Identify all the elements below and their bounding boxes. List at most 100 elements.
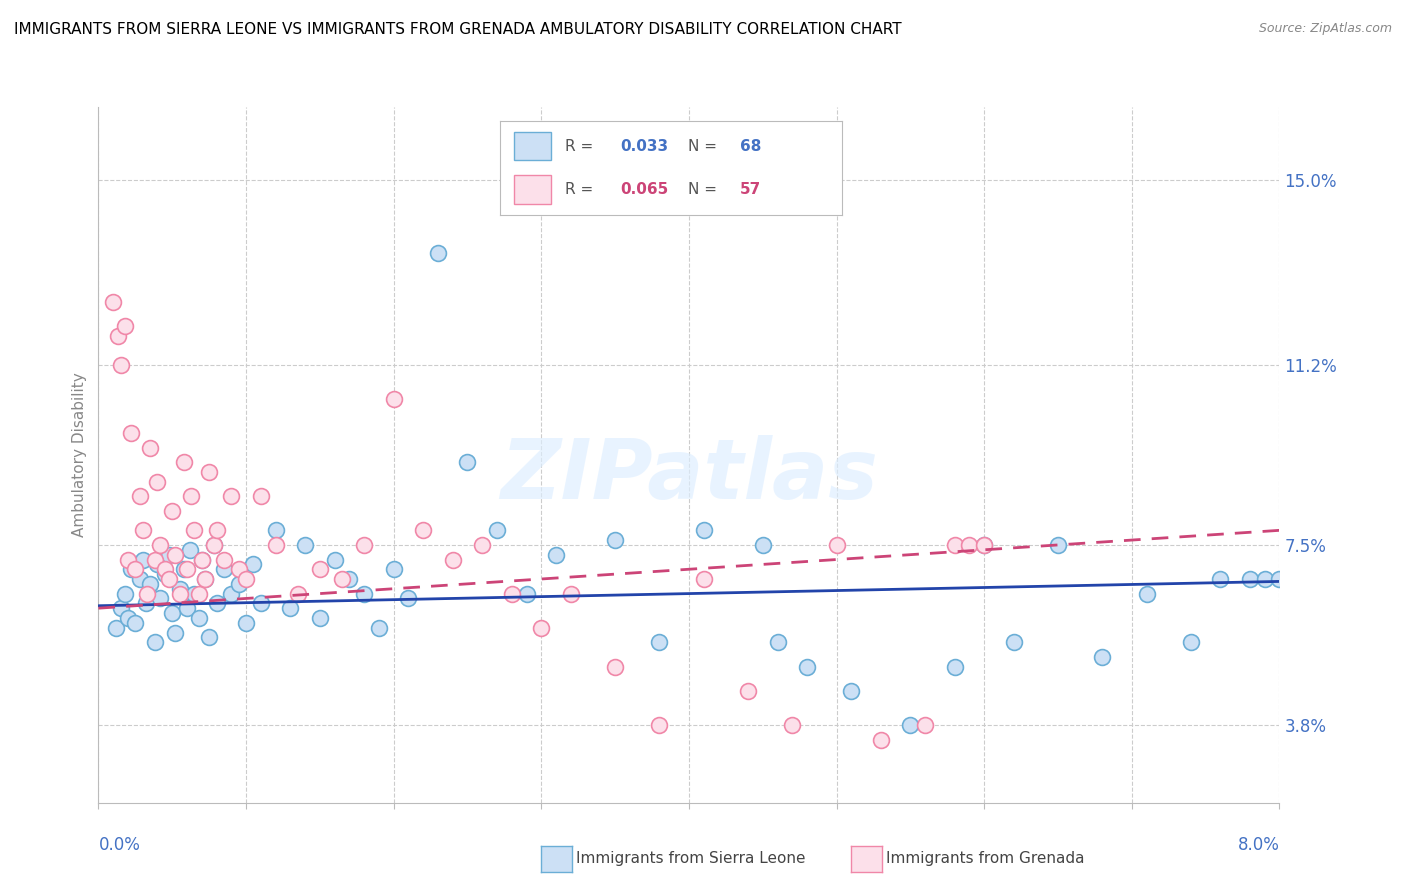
Point [120, 562, 142, 576]
Point [110, 601, 132, 615]
Point [162, 606, 183, 620]
Text: Immigrants from Grenada: Immigrants from Grenada [886, 852, 1084, 866]
Point [146, 558, 169, 572]
Point [1180, 635, 1202, 649]
Point [264, 538, 287, 552]
Point [132, 524, 155, 538]
Point [107, 328, 129, 343]
Text: 0.0%: 0.0% [98, 836, 141, 854]
Point [353, 538, 375, 552]
Point [782, 718, 804, 732]
Point [973, 538, 995, 552]
Text: IMMIGRANTS FROM SIERRA LEONE VS IMMIGRANTS FROM GRENADA AMBULATORY DISABILITY CO: IMMIGRANTS FROM SIERRA LEONE VS IMMIGRAN… [14, 22, 901, 37]
Point [219, 586, 242, 600]
Point [128, 489, 150, 503]
Point [202, 538, 225, 552]
Point [943, 538, 966, 552]
Point [219, 489, 242, 503]
Point [1209, 572, 1232, 586]
Point [187, 586, 209, 600]
Point [114, 318, 136, 333]
Point [165, 548, 187, 562]
Point [242, 558, 264, 572]
Point [228, 562, 250, 576]
Point [135, 596, 157, 610]
Point [914, 718, 936, 732]
Point [869, 732, 891, 747]
Point [235, 615, 257, 630]
Point [751, 538, 773, 552]
Point [250, 489, 273, 503]
Point [308, 611, 332, 625]
Point [212, 552, 235, 566]
Point [205, 596, 228, 610]
Point [1135, 586, 1157, 600]
Point [839, 684, 862, 698]
Point [692, 572, 714, 586]
Point [105, 621, 128, 635]
Point [176, 562, 198, 576]
Point [183, 586, 205, 600]
Point [560, 586, 582, 600]
Point [198, 631, 221, 645]
Point [235, 572, 257, 586]
Point [169, 586, 191, 600]
Point [456, 455, 478, 469]
Point [471, 538, 494, 552]
Point [198, 465, 221, 479]
Point [191, 552, 214, 566]
Point [191, 552, 214, 566]
Point [323, 552, 346, 566]
Point [139, 441, 162, 455]
Point [605, 659, 627, 673]
Point [367, 621, 389, 635]
Point [648, 718, 671, 732]
Point [132, 552, 155, 566]
Point [959, 538, 981, 552]
Point [194, 572, 217, 586]
Point [396, 591, 419, 606]
Point [153, 567, 176, 582]
Text: Immigrants from Sierra Leone: Immigrants from Sierra Leone [576, 852, 806, 866]
Point [139, 577, 162, 591]
Point [278, 601, 302, 615]
Point [143, 635, 166, 649]
Point [124, 615, 146, 630]
Point [173, 455, 195, 469]
Point [382, 562, 405, 576]
Point [501, 586, 523, 600]
Point [165, 625, 187, 640]
Point [766, 635, 789, 649]
Point [648, 635, 671, 649]
Point [250, 596, 273, 610]
Text: 8.0%: 8.0% [1237, 836, 1279, 854]
Point [194, 572, 217, 586]
Point [157, 572, 180, 586]
Point [212, 562, 235, 576]
Point [796, 659, 818, 673]
Point [136, 586, 159, 600]
Point [530, 621, 553, 635]
Text: Source: ZipAtlas.com: Source: ZipAtlas.com [1258, 22, 1392, 36]
Point [737, 684, 759, 698]
Point [120, 425, 142, 440]
Point [205, 524, 228, 538]
Point [173, 562, 195, 576]
Point [943, 659, 966, 673]
Text: ZIPatlas: ZIPatlas [501, 435, 877, 516]
Point [382, 392, 405, 406]
Point [117, 552, 139, 566]
Point [1254, 572, 1277, 586]
Point [128, 572, 150, 586]
Point [146, 475, 169, 489]
Point [1091, 649, 1114, 664]
Point [183, 524, 205, 538]
Point [179, 542, 201, 557]
Point [973, 538, 995, 552]
Point [294, 538, 316, 552]
Point [149, 591, 172, 606]
Point [110, 358, 132, 372]
Point [162, 504, 183, 518]
Point [157, 548, 180, 562]
Point [825, 538, 848, 552]
